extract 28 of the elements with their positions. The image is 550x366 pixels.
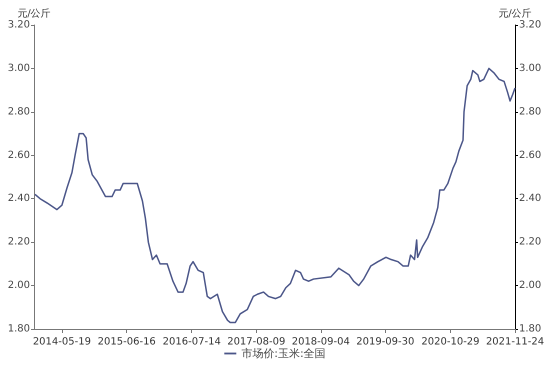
- y2-tick-label: 2.60: [519, 150, 542, 161]
- y2-tick-label: 1.80: [519, 324, 542, 334]
- y2-tick-label: 2.00: [519, 280, 542, 292]
- x-tick-label: 2014-05-19: [32, 336, 91, 348]
- x-tick-label: 2015-06-16: [98, 336, 156, 348]
- line-series: [34, 68, 516, 324]
- y-tick-label: 2.20: [8, 236, 30, 248]
- y-tick-label: 2.40: [8, 193, 30, 204]
- y2-tick-label: 2.20: [519, 236, 542, 248]
- y-tick-label: 2.80: [8, 106, 30, 118]
- x-tick-label: 2016-07-14: [162, 336, 221, 348]
- x-tick-label: 2021-11-24: [486, 336, 544, 348]
- x-tick-label: 2017-08-09: [227, 336, 286, 348]
- y2-tick-label: 3.20: [519, 20, 542, 30]
- x-tick-label: 2020-10-29: [421, 336, 480, 348]
- x-tick-label: 2018-09-04: [292, 336, 350, 348]
- y2-tick-label: 2.40: [519, 193, 542, 204]
- y2-tick-label: 2.80: [519, 106, 542, 118]
- y2-axis-title: 元/公斤: [498, 8, 532, 20]
- y-tick-label: 3.00: [8, 62, 30, 74]
- y2-tick-label: 3.00: [519, 62, 542, 74]
- y-tick-label: 2.60: [8, 150, 30, 161]
- x-tick-label: 2019-09-30: [356, 336, 414, 348]
- y-tick-label: 3.20: [8, 20, 30, 30]
- y-tick-label: 2.00: [8, 280, 30, 292]
- y-tick-label: 1.80: [8, 324, 30, 334]
- legend-label: 市场价:玉米:全国: [241, 347, 326, 360]
- y-axis-title: 元/公斤: [17, 8, 51, 20]
